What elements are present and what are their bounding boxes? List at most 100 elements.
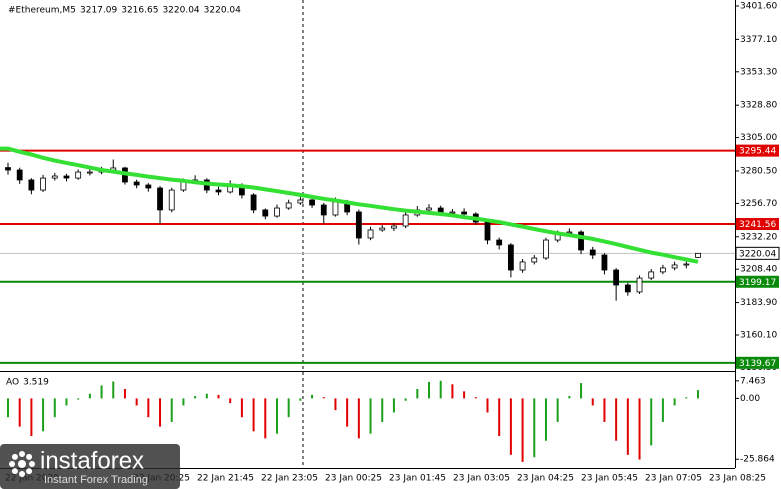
- candle-body: [28, 179, 35, 191]
- logo-dot: [9, 461, 15, 467]
- candle-body: [391, 225, 397, 229]
- ao-bar: [428, 381, 431, 399]
- candle-body: [285, 202, 292, 209]
- candle-body: [531, 257, 538, 263]
- ao-bar: [30, 398, 33, 437]
- ao-bar: [322, 397, 325, 399]
- candle-body: [168, 189, 175, 211]
- candle-body: [75, 171, 82, 179]
- ao-bar: [603, 398, 606, 422]
- ao-bar: [556, 398, 559, 422]
- candle-body: [660, 267, 666, 273]
- level-label-box: [736, 218, 779, 231]
- y-tick-label: 3305.00: [740, 133, 777, 143]
- moving-average: [0, 146, 699, 264]
- candle-body: [274, 207, 280, 217]
- ao-bar: [7, 398, 9, 418]
- x-tick-label: 23 Jan 08:25: [709, 474, 766, 484]
- level-label: 3241.56: [739, 220, 776, 230]
- ao-bar: [346, 398, 349, 427]
- ao-bar: [521, 398, 524, 462]
- ao-bar: [369, 398, 372, 434]
- ao-bar: [615, 398, 618, 441]
- ao-bar: [673, 398, 676, 406]
- ao-bar: [18, 398, 21, 427]
- ohlc-value: 3216.65: [121, 6, 158, 16]
- ao-bar: [638, 398, 641, 460]
- candle-body: [297, 199, 304, 204]
- x-tick-label: 23 Jan 07:05: [645, 474, 702, 484]
- ao-bar: [65, 398, 68, 406]
- ao-bar: [287, 398, 290, 418]
- x-tick-label: 23 Jan 04:25: [517, 474, 574, 484]
- logo-dot: [11, 468, 18, 475]
- ao-bar: [580, 383, 583, 399]
- y-tick-label: 3280.50: [740, 166, 777, 176]
- candle-body: [402, 214, 409, 227]
- candle-body: [636, 277, 643, 293]
- candle-body: [180, 181, 187, 191]
- candle-body: [367, 229, 374, 239]
- current-price-box: [735, 246, 780, 260]
- x-tick-label: 23 Jan 01:45: [389, 474, 446, 484]
- candle-body: [16, 169, 23, 181]
- candle-body: [507, 244, 514, 271]
- candle-body: [601, 254, 608, 271]
- ao-bar: [217, 394, 220, 399]
- candle-body: [215, 189, 222, 193]
- ao-bar: [451, 384, 454, 399]
- ao-bar: [404, 398, 407, 401]
- ao-bar: [135, 398, 138, 406]
- x-tick-label: 23 Jan 03:05: [453, 474, 510, 484]
- candle-body: [496, 239, 503, 246]
- logo-dot: [26, 468, 33, 475]
- ao-bar: [112, 381, 115, 399]
- candle-body: [332, 201, 339, 216]
- ao-bar: [159, 398, 162, 427]
- y-tick-label: 3256.70: [740, 199, 777, 209]
- y-tick-label: 3232.20: [740, 232, 777, 242]
- branding-background: [0, 444, 180, 489]
- ao-bar: [381, 398, 384, 422]
- ao-bar: [100, 385, 103, 399]
- candle-body: [145, 184, 152, 189]
- level-label: 3199.17: [739, 278, 776, 288]
- candle-body: [613, 269, 620, 286]
- candle-body: [648, 271, 655, 279]
- ao-bar: [252, 398, 255, 432]
- logo-dot: [29, 461, 35, 467]
- current-price-label: 3220.04: [739, 249, 776, 259]
- ohlc-value: 3220.04: [204, 6, 241, 16]
- ao-bar: [591, 398, 594, 406]
- candle-body: [695, 252, 701, 258]
- y-tick-label: 3353.30: [740, 67, 777, 77]
- ao-bar: [299, 398, 302, 401]
- ao-bar: [77, 398, 80, 400]
- candle-body: [133, 181, 140, 186]
- branding-tagline: Instant Forex Trading: [44, 474, 148, 486]
- candle-body: [63, 175, 70, 179]
- candle-body: [86, 171, 93, 174]
- candle-body: [484, 221, 491, 241]
- candle-body: [519, 261, 526, 271]
- ao-bar: [194, 396, 197, 399]
- ao-bar: [650, 398, 653, 446]
- branding-logo: [9, 451, 35, 477]
- indicator-value: 3.519: [23, 378, 49, 388]
- candle-body: [157, 187, 163, 211]
- level-label-box: [736, 356, 779, 369]
- ao-bar: [626, 398, 629, 455]
- candle-body: [671, 264, 678, 269]
- ao-bar: [240, 398, 243, 418]
- candle-body: [320, 204, 327, 216]
- ao-bar: [392, 398, 395, 413]
- ao-bar: [416, 388, 419, 399]
- ao-bar: [357, 398, 360, 439]
- ohlc-value: 3220.04: [162, 6, 199, 16]
- ao-bar: [88, 393, 91, 399]
- y-tick-label: 3160.10: [740, 330, 777, 340]
- ao-bar: [568, 396, 571, 399]
- y-tick-label: 3208.40: [740, 265, 777, 275]
